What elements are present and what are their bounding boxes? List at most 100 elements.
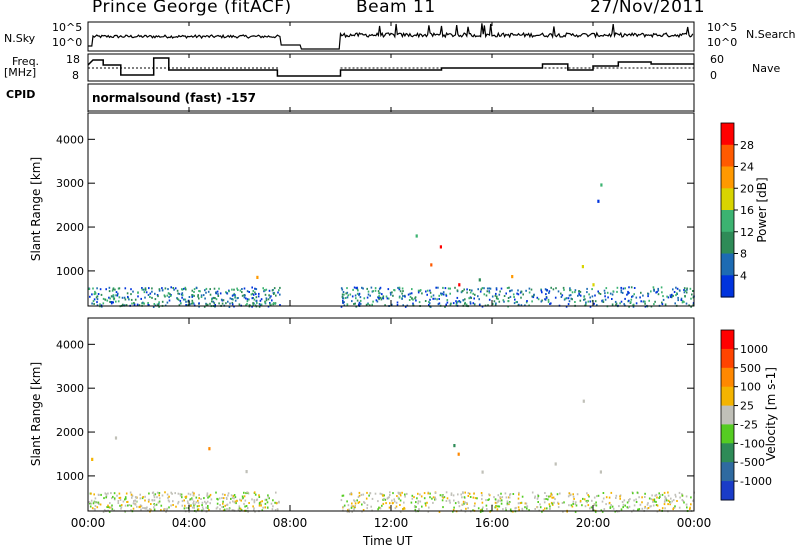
heatmap-cell [177,292,179,295]
heatmap-cell [401,491,403,494]
heatmap-cell [453,506,455,509]
heatmap-cell [258,504,261,507]
heatmap-cell [176,297,179,300]
heatmap-cell [218,287,220,290]
heatmap-cell [438,294,440,297]
heatmap-cell [455,303,458,306]
heatmap-cell [129,491,132,494]
heatmap-cell [521,495,524,498]
heatmap-cell [243,495,246,498]
heatmap-cell [511,275,514,279]
heatmap-cell [532,296,535,299]
heatmap-cell [492,303,494,305]
heatmap-cell [191,294,193,296]
heatmap-cell [675,495,677,498]
heatmap-cell [473,492,475,495]
heatmap-cell [391,502,394,505]
heatmap-cell [646,503,649,506]
heatmap-cell [350,505,353,508]
heatmap-cell [356,499,358,502]
heatmap-cell [96,304,99,307]
heatmap-cell [180,302,182,305]
heatmap-cell [253,491,256,494]
heatmap-cell [404,305,407,308]
colorbar-swatch [721,166,734,189]
heatmap-cell [450,302,452,305]
heatmap-cell [268,289,271,292]
heatmap-cell [428,302,431,305]
heatmap-cell [245,304,247,307]
heatmap-cell [495,505,497,508]
heatmap-cell [264,301,266,304]
heatmap-cell [469,301,472,304]
heatmap-cell [115,300,117,303]
heatmap-cell [444,305,446,308]
heatmap-cell [151,499,154,502]
station-title: Prince George (fitACF) [92,0,292,17]
heatmap-cell [480,509,482,512]
heatmap-cell [409,295,412,298]
heatmap-cell [139,497,142,500]
heatmap-cell [132,502,135,505]
heatmap-cell [110,295,113,298]
heatmap-cell [143,507,146,510]
heatmap-cell [243,491,245,494]
heatmap-cell [112,288,114,291]
heatmap-cell [449,287,451,290]
heatmap-cell [429,291,432,294]
heatmap-cell [579,499,582,502]
heatmap-cell [197,501,200,504]
heatmap-cell [367,290,370,293]
heatmap-cell [378,298,380,301]
heatmap-cell [513,296,515,298]
heatmap-cell [491,295,494,298]
heatmap-cell [354,504,356,507]
heatmap-cell [426,289,429,292]
colorbar-swatch [721,405,734,425]
heatmap-cell [270,502,273,505]
heatmap-cell [398,288,401,291]
heatmap-cell [185,507,188,509]
heatmap-cell [555,287,557,290]
heatmap-cell [103,509,106,512]
heatmap-cell [628,305,630,308]
heatmap-cell [495,297,498,300]
heatmap-cell [142,507,144,509]
heatmap-cell [147,303,149,306]
heatmap-cell [111,289,114,292]
colorbar-swatch [721,386,734,407]
heatmap-cell [408,299,411,301]
y-tick-label: 1000 [56,470,84,483]
heatmap-cell [572,493,574,496]
heatmap-cell [500,499,503,502]
heatmap-cell [113,492,116,495]
heatmap-cell [195,496,198,499]
heatmap-cell [272,505,274,508]
heatmap-cell [691,293,693,296]
heatmap-cell [133,302,135,304]
heatmap-cell [661,291,663,294]
heatmap-cell [366,491,368,494]
heatmap-cell [589,305,592,308]
heatmap-cell [644,302,646,305]
heatmap-cell [139,505,142,508]
heatmap-cell [179,494,182,497]
heatmap-cell [681,499,684,501]
heatmap-cell [481,494,483,497]
heatmap-cell [130,298,133,301]
heatmap-cell [146,506,148,509]
heatmap-cell [92,287,94,290]
heatmap-cell [246,491,248,494]
heatmap-cell [450,493,453,496]
heatmap-cell [93,293,96,296]
heatmap-cell [692,296,695,299]
heatmap-cell [394,507,397,510]
heatmap-cell [427,492,429,495]
heatmap-cell [374,287,377,290]
heatmap-cell [270,295,272,298]
heatmap-cell [366,296,369,299]
heatmap-cell [107,492,109,495]
heatmap-cell [445,491,448,494]
heatmap-cell [623,303,625,306]
heatmap-cell [118,287,121,290]
